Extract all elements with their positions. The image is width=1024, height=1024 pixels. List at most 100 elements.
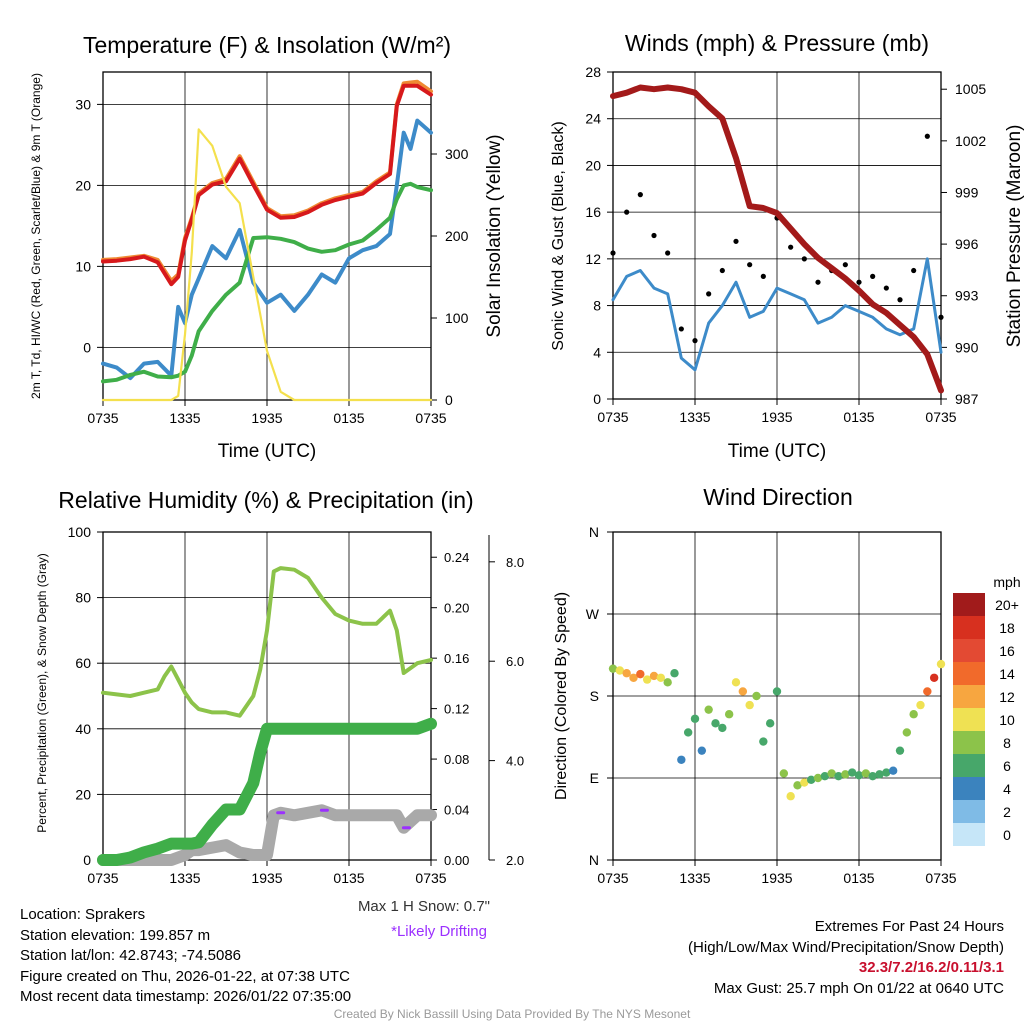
wind-y2-tick-label: 1005	[955, 81, 986, 97]
temp-x-tick-label: 0735	[415, 410, 446, 426]
wdir-y-tick-label: E	[590, 770, 599, 786]
wdir-y-tick-label: W	[586, 606, 600, 622]
wind-gust-point	[651, 232, 657, 239]
wdir-point	[882, 768, 891, 777]
wdir-point	[895, 746, 905, 755]
rh-x-tick-label: 0735	[415, 870, 446, 886]
rh-y-tick-label: 0	[83, 852, 91, 868]
station-info: Location: Sprakers Station elevation: 19…	[20, 905, 351, 1008]
wdir-point	[806, 775, 816, 785]
colorbar-swatch	[953, 662, 985, 685]
rh-y2-tick-label: 0.04	[444, 803, 469, 818]
wdir-point	[779, 769, 789, 778]
wind-y-tick-label: 16	[585, 204, 601, 220]
wind-gust-point	[856, 279, 862, 285]
rh-y3-tick-label: 4.0	[506, 754, 524, 769]
wdir-point	[615, 666, 625, 675]
colorbar-label: 4	[1003, 781, 1011, 797]
temp-x-tick-label: 0135	[333, 410, 364, 426]
wind-gust-point	[897, 297, 903, 303]
wdir-point	[868, 771, 877, 781]
wind-gust-point	[870, 273, 876, 279]
wind-series-station-pressure	[610, 84, 944, 394]
wdir-point	[636, 669, 645, 679]
rh-y3-tick-label: 6.0	[506, 654, 524, 669]
recent-timestamp: Most recent data timestamp: 2026/01/22 0…	[20, 988, 352, 1005]
wind-gust-point	[610, 250, 616, 256]
wdir-point	[820, 771, 830, 781]
wdir-point	[936, 659, 946, 669]
wdir-point	[847, 768, 857, 777]
wind-y-tick-label: 4	[593, 344, 601, 360]
temp-series-dewpoint	[101, 181, 433, 384]
rh-y2-tick-label: 0.12	[444, 702, 469, 717]
colorbar-swatch	[953, 754, 985, 777]
wind-x-tick-label: 0135	[843, 409, 874, 425]
temp-y-tick-label: 10	[75, 258, 91, 274]
colorbar-label: 18	[999, 620, 1015, 636]
wdir-x-tick-label: 0735	[597, 870, 628, 886]
rh-y3-tick-label: 8.0	[506, 555, 524, 570]
wdir-y-tick-label: S	[590, 688, 599, 704]
temp-chart-title: Temperature (F) & Insolation (W/m²)	[83, 32, 451, 58]
wdir-point	[608, 664, 618, 673]
wdir-point	[916, 700, 925, 710]
colorbar-label: 2	[1003, 804, 1011, 820]
wind-y2-tick-label: 999	[955, 184, 979, 200]
colorbar-swatch	[953, 823, 985, 846]
rh-chart-title: Relative Humidity (%) & Precipitation (i…	[58, 487, 473, 513]
wind-gust-point	[815, 279, 821, 285]
wind-gust-point	[665, 250, 671, 256]
wind-gust-point	[692, 338, 698, 344]
temp-y2-tick-label: 0	[445, 392, 453, 408]
wdir-point	[752, 691, 761, 701]
wind-y2-tick-label: 990	[955, 339, 979, 355]
temp-y2-axis-label: Solar Insolation (Yellow)	[484, 134, 505, 337]
wind-x-axis-label: Time (UTC)	[728, 441, 827, 462]
wind-x-tick-label: 1335	[679, 409, 710, 425]
wdir-point	[663, 678, 672, 687]
wind-gust-point	[924, 133, 930, 139]
wind-y2-tick-label: 993	[955, 288, 979, 304]
rh-y2-tick-label: 0.08	[444, 752, 469, 767]
wind-gust-point	[678, 326, 684, 332]
figure-created: Figure created on Thu, 2026-01-22, at 07…	[20, 967, 350, 985]
temp-y2-tick-label: 300	[445, 146, 469, 162]
rh-y2-tick-label: 0.24	[444, 550, 469, 565]
rh-series-relative-humidity	[101, 566, 433, 718]
wind-y-tick-label: 28	[585, 64, 601, 80]
wdir-point	[697, 746, 707, 755]
station-latlon: Station lat/lon: 42.8743; -74.5086	[20, 947, 242, 964]
wind-gust-point	[801, 256, 807, 262]
wind-y-tick-label: 24	[585, 111, 601, 127]
max-snow-note: Max 1 H Snow: 0.7"	[358, 898, 490, 915]
temp-y-tick-label: 30	[75, 96, 91, 112]
wind-y-tick-label: 0	[593, 391, 601, 407]
wind-y-tick-label: 8	[593, 298, 601, 314]
colorbar-label: 8	[1003, 735, 1011, 751]
wind-y2-tick-label: 996	[955, 236, 979, 252]
temp-x-tick-label: 0735	[87, 410, 118, 426]
wind-gust-point	[624, 209, 630, 215]
wdir-point	[929, 673, 939, 682]
wdir-point	[765, 719, 775, 728]
colorbar-label: 10	[999, 712, 1015, 728]
wind-y2-tick-label: 1002	[955, 133, 986, 149]
wdir-point	[861, 769, 871, 778]
wind-x-tick-label: 0735	[597, 409, 628, 425]
rh-x-tick-label: 1335	[169, 870, 200, 886]
colorbar-label: 12	[999, 689, 1015, 705]
wdir-point	[704, 705, 713, 714]
temp-series-hi-wc	[101, 118, 433, 381]
wind-gust-point	[788, 244, 794, 250]
wdir-y-tick-label: N	[589, 852, 599, 868]
wind-gust-point	[911, 267, 917, 274]
wdir-point	[800, 778, 809, 787]
rh-x-tick-label: 1935	[251, 870, 282, 886]
colorbar-swatch	[953, 685, 985, 708]
wdir-point	[841, 770, 850, 779]
rh-y-tick-label: 100	[68, 524, 92, 540]
wind-gust-point	[883, 285, 889, 291]
wind-chart-title: Winds (mph) & Pressure (mb)	[625, 30, 929, 56]
